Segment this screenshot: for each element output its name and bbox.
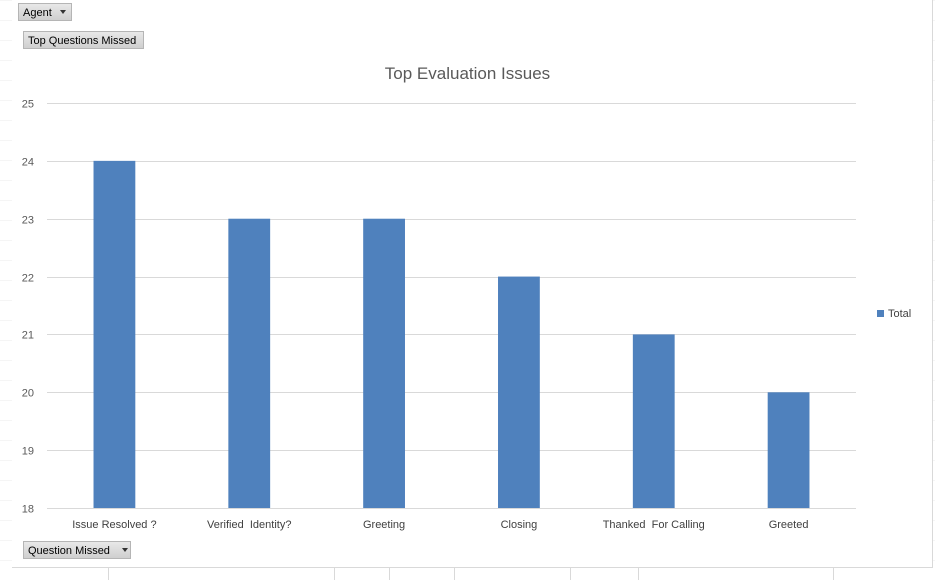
sheet-column-line xyxy=(638,560,639,580)
legend-label: Total xyxy=(888,308,912,320)
bar[interactable] xyxy=(228,218,271,508)
y-tick-label: 25 xyxy=(22,99,34,111)
y-tick-label: 21 xyxy=(22,330,34,342)
sheet-column-line xyxy=(108,560,109,580)
y-tick-label: 19 xyxy=(22,446,34,458)
sheet-column-line xyxy=(454,560,455,580)
bar[interactable] xyxy=(498,276,540,508)
x-tick-label: Closing xyxy=(501,519,538,531)
sheet-column-line xyxy=(570,560,571,580)
y-tick-label: 20 xyxy=(22,388,34,400)
agent-filter-button[interactable]: Agent xyxy=(18,3,72,21)
question-missed-axis-button[interactable]: Question Missed xyxy=(23,541,131,559)
x-tick-label: Issue Resolved ? xyxy=(72,519,156,531)
y-tick-label: 23 xyxy=(22,215,34,227)
x-tick-label: Greeting xyxy=(363,519,405,531)
bar[interactable] xyxy=(767,392,810,508)
question-missed-label: Question Missed xyxy=(28,545,110,557)
bar[interactable] xyxy=(363,218,405,508)
x-tick-label: Thanked For Calling xyxy=(603,519,705,531)
sheet-column-line xyxy=(389,560,390,580)
bar[interactable] xyxy=(93,160,136,508)
sheet-column-line xyxy=(833,560,834,580)
chart-title: Top Evaluation Issues xyxy=(384,64,551,83)
agent-filter-label: Agent xyxy=(23,7,52,19)
sheet-column-line xyxy=(334,560,335,580)
x-tick-label: Greeted xyxy=(769,519,809,531)
bar[interactable] xyxy=(632,334,675,508)
y-tick-label: 22 xyxy=(22,273,34,285)
x-tick-label: Verified Identity? xyxy=(207,519,291,531)
y-tick-label: 24 xyxy=(22,157,34,169)
chevron-down-icon[interactable] xyxy=(59,10,66,15)
top-questions-missed-label: Top Questions Missed xyxy=(28,35,137,47)
chart-legend[interactable]: Total xyxy=(877,308,911,320)
legend-swatch xyxy=(877,309,884,317)
chevron-down-icon[interactable] xyxy=(121,548,128,553)
top-questions-missed-field-button[interactable]: Top Questions Missed xyxy=(23,31,144,49)
y-tick-label: 18 xyxy=(22,504,34,516)
